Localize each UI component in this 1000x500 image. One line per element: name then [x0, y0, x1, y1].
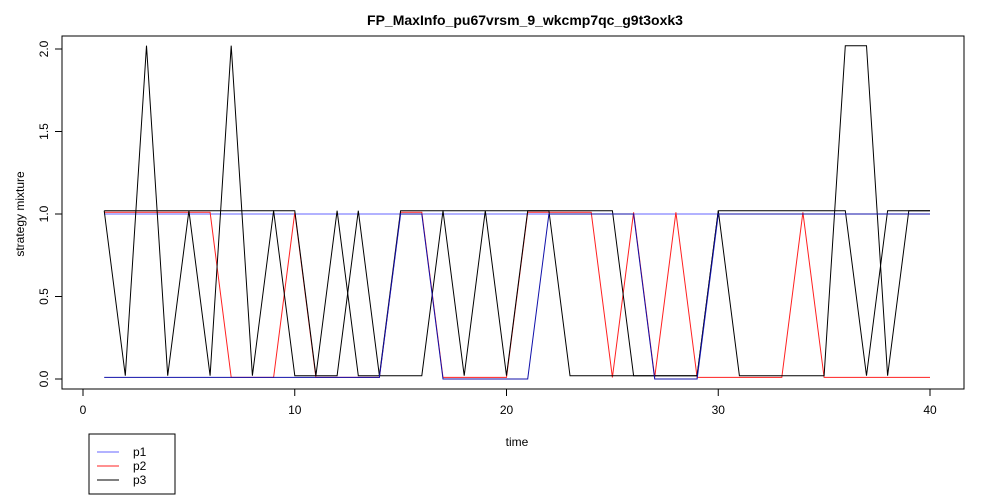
x-tick-label: 10 — [288, 403, 302, 417]
series-line-extra-3 — [104, 210, 930, 377]
y-axis: 0.0 0.5 1.0 1.5 2.0 — [37, 40, 63, 387]
x-axis-label: time — [506, 435, 529, 449]
legend-label-p1: p1 — [133, 445, 147, 459]
x-tick-label: 20 — [500, 403, 514, 417]
x-tick-label: 30 — [712, 403, 726, 417]
y-tick-label: 1.5 — [37, 123, 51, 140]
y-tick-label: 2.0 — [37, 40, 51, 57]
y-tick-label: 1.0 — [37, 205, 51, 222]
series-line-extra-4 — [104, 213, 930, 380]
legend-label-p2: p2 — [133, 459, 147, 473]
x-axis: 0 10 20 30 40 — [80, 388, 937, 417]
x-tick-label: 0 — [80, 403, 87, 417]
legend-box — [88, 433, 176, 495]
y-axis-label: strategy mixture — [13, 171, 27, 257]
series-lines — [103, 45, 930, 380]
legend-label-p3: p3 — [133, 473, 147, 487]
chart-title: FP_MaxInfo_pu67vrsm_9_wkcmp7qc_g9t3oxk3 — [367, 12, 683, 28]
y-tick-label: 0.5 — [37, 288, 51, 305]
y-tick-label: 0.0 — [37, 370, 51, 387]
x-tick-label: 40 — [923, 403, 937, 417]
